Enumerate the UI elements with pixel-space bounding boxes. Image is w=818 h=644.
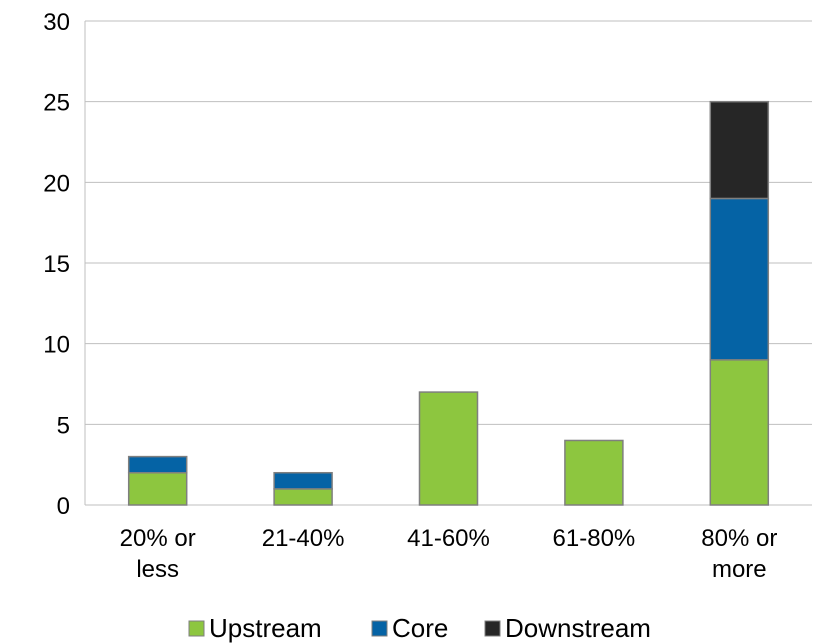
gridlines bbox=[85, 20, 812, 425]
bar-upstream-0 bbox=[127, 471, 188, 506]
y-tick-label: 20 bbox=[43, 170, 70, 197]
legend-label-upstream: Upstream bbox=[209, 613, 322, 643]
bar-upstream-2 bbox=[418, 391, 479, 506]
bar-downstream-4 bbox=[709, 100, 770, 200]
y-tick-label: 0 bbox=[57, 493, 70, 520]
x-category-label: 61-80% bbox=[553, 525, 636, 552]
legend-label-downstream: Downstream bbox=[505, 613, 651, 643]
bars bbox=[127, 100, 770, 506]
x-category-label: 41-60% bbox=[407, 525, 490, 552]
bar-core-0 bbox=[127, 455, 188, 474]
bar-upstream-1 bbox=[273, 488, 333, 506]
bar-upstream-4 bbox=[709, 359, 770, 506]
y-tick-label: 25 bbox=[43, 90, 70, 117]
bar-upstream-3 bbox=[564, 439, 624, 506]
legend: Upstream Core Downstream bbox=[188, 613, 651, 643]
y-tick-label: 10 bbox=[43, 332, 70, 359]
y-tick-label: 30 bbox=[43, 9, 70, 36]
bar-core-4 bbox=[709, 197, 770, 361]
legend-swatch-downstream bbox=[484, 620, 501, 637]
x-category-label: more bbox=[712, 556, 767, 583]
x-category-label: less bbox=[136, 556, 179, 583]
y-axis: 0 5 10 15 20 25 30 bbox=[43, 9, 812, 520]
x-axis-labels: 20% or less 21-40% 41-60% 61-80% 80% or more bbox=[120, 525, 778, 583]
x-category-label: 80% or bbox=[701, 525, 777, 552]
legend-label-core: Core bbox=[392, 613, 448, 643]
x-category-label: 21-40% bbox=[262, 525, 345, 552]
legend-swatch-core bbox=[371, 620, 388, 637]
bar-core-1 bbox=[273, 471, 333, 490]
y-tick-label: 5 bbox=[57, 412, 70, 439]
y-tick-label: 15 bbox=[43, 251, 70, 278]
legend-swatch-upstream bbox=[188, 620, 205, 637]
x-category-label: 20% or bbox=[120, 525, 196, 552]
